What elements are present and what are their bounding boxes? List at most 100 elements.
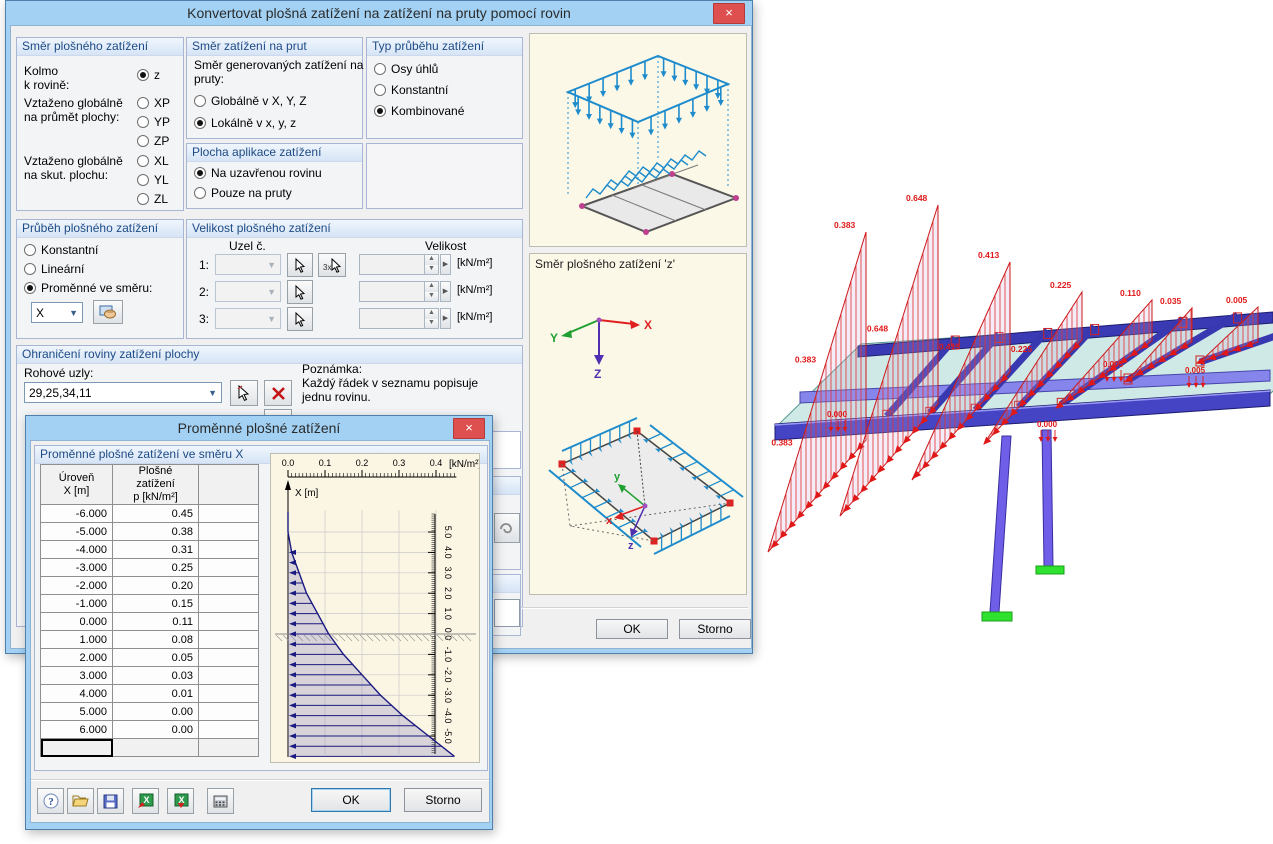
help-button[interactable]: ? <box>37 788 64 814</box>
radio-option[interactable]: z <box>137 65 160 84</box>
svg-text:z: z <box>628 540 634 552</box>
radio-label: YP <box>154 114 171 129</box>
radio-option[interactable]: Konstantní <box>24 240 152 259</box>
radio-group-application-area: Na uzavřenou rovinu Pouze na pruty <box>194 163 322 203</box>
radio-group-z: z <box>137 65 160 84</box>
radio-option[interactable]: Konstantní <box>374 79 464 100</box>
radio-label: Pouze na pruty <box>211 186 292 200</box>
table-row[interactable]: 1.000 0.08 <box>40 630 259 649</box>
pick-nodes-button[interactable] <box>230 380 258 406</box>
group-surface-load-direction: Směr plošného zatížení Kolmo k rovině: z… <box>16 37 184 211</box>
cancel-button[interactable]: Storno <box>679 619 751 639</box>
svg-text:5.0: 5.0 <box>443 526 453 539</box>
svg-text:?: ? <box>48 796 54 808</box>
table-row[interactable]: -5.000 0.38 <box>40 522 259 541</box>
radio-option[interactable]: XP <box>137 93 170 112</box>
label-prumet: Vztaženo globálně <box>24 96 123 110</box>
radio-option[interactable]: ZL <box>137 189 169 208</box>
calculator-button[interactable] <box>207 788 234 814</box>
radio-circle-icon <box>374 104 386 117</box>
radio-option[interactable]: ZP <box>137 131 170 150</box>
table-row[interactable]: 2.000 0.05 <box>40 648 259 667</box>
radio-label: XP <box>154 95 171 110</box>
radio-label: z <box>154 67 160 82</box>
group-application-area: Plocha aplikace zatížení Na uzavřenou ro… <box>186 143 363 209</box>
magnitude-field: ▲ ▼ <box>359 308 439 329</box>
svg-text:0.000: 0.000 <box>1037 420 1058 429</box>
table-header <box>198 464 259 505</box>
preview-caption: Směr plošného zatížení 'z' <box>535 257 675 271</box>
radio-option[interactable]: Kombinované <box>374 100 464 121</box>
table-row[interactable]: 0.000 0.11 <box>40 612 259 631</box>
load-table[interactable]: Úroveň X [m] Plošné zatížení p [kN/m²] -6.… <box>40 464 259 757</box>
table-row[interactable]: 3.000 0.03 <box>40 666 259 685</box>
open-button[interactable] <box>67 788 94 814</box>
partial-paperclip-button[interactable] <box>494 513 520 543</box>
radio-circle-icon <box>137 173 149 186</box>
footer-separator <box>508 607 748 609</box>
radio-label: Kombinované <box>391 103 465 118</box>
radio-option[interactable]: YL <box>137 170 169 189</box>
radio-option[interactable]: Lokálně v x, y, z <box>194 112 307 134</box>
chevron-down-icon: ▼ <box>267 313 276 324</box>
magnitude-expand-button: ▶ <box>440 308 451 329</box>
edit-variable-load-button[interactable] <box>93 300 123 324</box>
radio-option[interactable]: Lineární <box>24 259 152 278</box>
svg-text:0.383: 0.383 <box>771 438 793 448</box>
corner-nodes-select[interactable]: 29,25,34,11 ▼ <box>24 382 222 403</box>
radio-option[interactable]: Osy úhlů <box>374 58 464 79</box>
radio-option[interactable]: Na uzavřenou rovinu <box>194 163 322 183</box>
radio-option[interactable]: Pouze na pruty <box>194 183 322 203</box>
close-icon[interactable]: × <box>453 418 485 439</box>
table-row[interactable]: -4.000 0.31 <box>40 540 259 559</box>
radio-option[interactable]: YP <box>137 112 170 131</box>
magnitude-expand-button: ▶ <box>440 254 451 275</box>
save-button[interactable] <box>97 788 124 814</box>
pick-3-nodes-button[interactable]: 3x <box>318 253 346 277</box>
excel-export-button[interactable]: X <box>167 788 194 814</box>
svg-text:Y: Y <box>550 331 558 345</box>
radio-option[interactable]: XL <box>137 151 169 170</box>
group-title: Ohraničení roviny zatížení plochy <box>17 346 522 364</box>
table-row[interactable]: -6.000 0.45 <box>40 504 259 523</box>
svg-text:0.3: 0.3 <box>393 458 406 468</box>
pick-node-button[interactable] <box>287 280 313 304</box>
table-row[interactable]: -2.000 0.20 <box>40 576 259 595</box>
main-dialog-titlebar[interactable]: Konvertovat plošná zatížení na zatížení … <box>10 1 748 25</box>
radio-label: Lineární <box>41 261 85 276</box>
radio-option[interactable]: Globálně v X, Y, Z <box>194 90 307 112</box>
close-icon[interactable]: × <box>713 3 745 24</box>
delete-plane-button[interactable] <box>264 380 292 406</box>
variable-load-titlebar[interactable]: Proměnné plošné zatížení × <box>30 416 488 440</box>
group-load-distribution: Průběh plošného zatížení Konstantní Lineá… <box>16 219 184 339</box>
pick-node-button[interactable] <box>287 253 313 277</box>
ok-button[interactable]: OK <box>596 619 668 639</box>
group-empty <box>366 143 523 209</box>
note-line: Každý řádek v seznamu popisuje <box>302 376 479 390</box>
table-row[interactable]: 5.000 0.00 <box>40 702 259 721</box>
cancel-button[interactable]: Storno <box>404 788 482 812</box>
table-row[interactable]: 4.000 0.01 <box>40 684 259 703</box>
svg-text:0.005: 0.005 <box>1226 295 1248 305</box>
table-row[interactable]: 6.000 0.00 <box>40 720 259 739</box>
pick-node-button[interactable] <box>287 307 313 331</box>
group-member-load-direction: Směr zatížení na prut Směr generovaných … <box>186 37 363 139</box>
svg-text:X: X <box>143 795 149 805</box>
radio-option[interactable]: Proměnné ve směru: <box>24 278 152 297</box>
svg-text:0.2: 0.2 <box>356 458 369 468</box>
node-select: ▼ <box>215 254 281 275</box>
radio-label: Lokálně v x, y, z <box>211 116 297 130</box>
table-row[interactable]: -3.000 0.25 <box>40 558 259 577</box>
table-row-empty-selected[interactable] <box>40 738 259 757</box>
chevron-down-icon: ▼ <box>69 307 78 318</box>
variable-load-dialog: Proměnné plošné zatížení × Proměnné ploš… <box>25 415 493 830</box>
chevron-down-icon: ▼ <box>267 286 276 297</box>
magnitude-expand-button: ▶ <box>440 281 451 302</box>
table-row[interactable]: -1.000 0.15 <box>40 594 259 613</box>
excel-import-button[interactable]: X <box>132 788 159 814</box>
3d-viewport[interactable]: 0.383 0.383 0.383 0.648 0.648 0.413 0.413 0.225… <box>756 190 1273 650</box>
direction-select[interactable]: X ▼ <box>31 302 83 323</box>
unit-label: [kN/m²] <box>457 284 493 296</box>
ok-button[interactable]: OK <box>311 788 391 812</box>
